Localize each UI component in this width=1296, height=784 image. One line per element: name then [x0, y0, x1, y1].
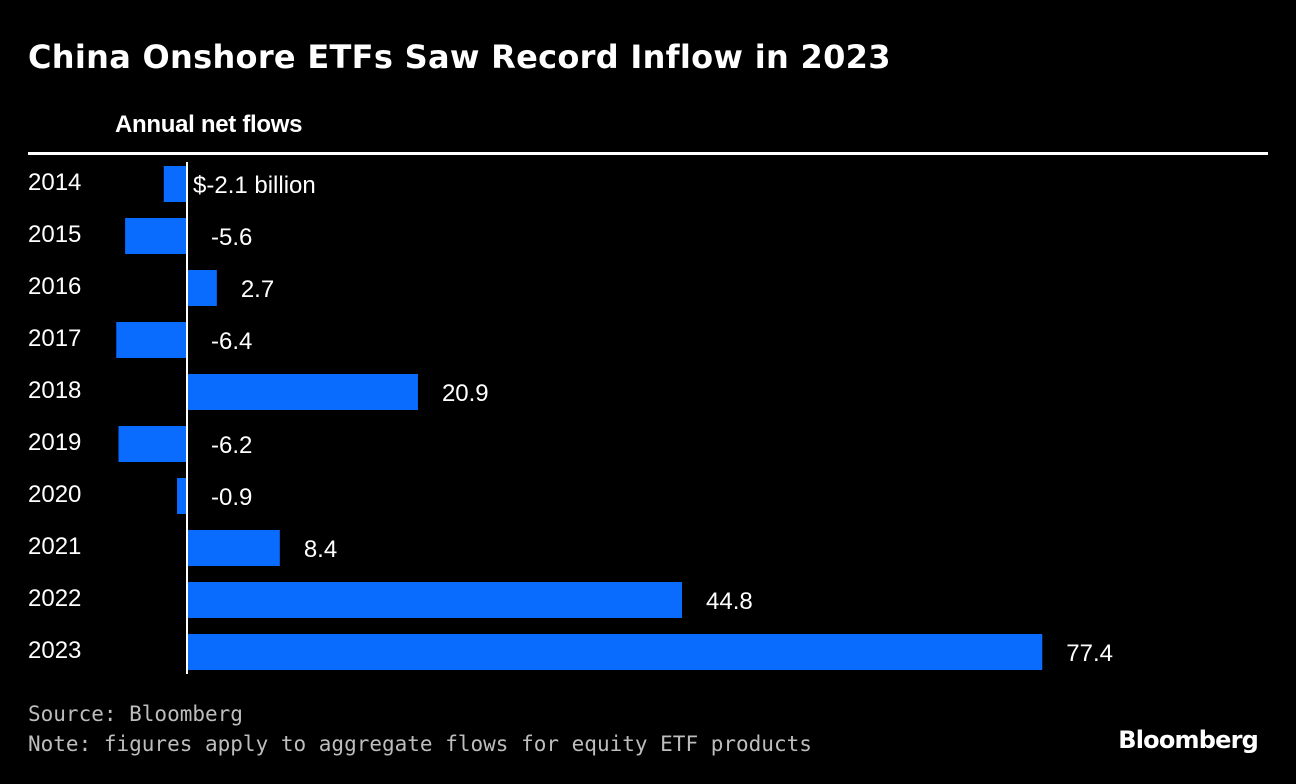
- bar-2022: [187, 582, 683, 618]
- bar-2021: [187, 530, 280, 566]
- chart-subtitle: Annual net flows: [115, 111, 303, 138]
- bar-2016: [187, 270, 217, 306]
- category-label: 2019: [28, 429, 81, 456]
- source-note: Source: Bloomberg: [28, 702, 243, 726]
- category-label: 2021: [28, 533, 81, 560]
- bar-chart: 2014 $-2.1 billion 2015 -5.6 2016 2.7 2017 -6.4…: [28, 162, 1113, 674]
- category-label: 2015: [28, 221, 81, 248]
- value-label-2014: $-2.1 billion: [193, 172, 316, 199]
- value-label-2015: -5.6: [211, 224, 252, 251]
- value-label-2019: -6.2: [211, 432, 252, 459]
- value-label-2020: -0.9: [211, 484, 252, 511]
- footnote: Note: figures apply to aggregate flows f…: [28, 732, 812, 756]
- category-label: 2017: [28, 325, 81, 352]
- value-label-2021: 8.4: [304, 536, 337, 563]
- category-label: 2023: [28, 637, 81, 664]
- value-label-2016: 2.7: [241, 276, 274, 303]
- bar-2018: [187, 374, 418, 410]
- bar-2015: [125, 218, 187, 254]
- chart-title: China Onshore ETFs Saw Record Inflow in …: [28, 38, 891, 76]
- value-label-2022: 44.8: [706, 588, 753, 615]
- value-label-2017: -6.4: [211, 328, 252, 355]
- header-rule: [28, 152, 1268, 155]
- bar-2017: [116, 322, 187, 358]
- bar-2020: [177, 478, 187, 514]
- value-label-2023: 77.4: [1066, 640, 1113, 667]
- category-label: 2022: [28, 585, 81, 612]
- category-label: 2016: [28, 273, 81, 300]
- category-label: 2014: [28, 169, 81, 196]
- value-label-2018: 20.9: [442, 380, 489, 407]
- category-label: 2020: [28, 481, 81, 508]
- bar-2014: [163, 166, 187, 202]
- bar-2019: [118, 426, 187, 462]
- bar-2023: [187, 634, 1043, 670]
- bloomberg-logo: Bloomberg: [1118, 726, 1259, 754]
- category-label: 2018: [28, 377, 81, 404]
